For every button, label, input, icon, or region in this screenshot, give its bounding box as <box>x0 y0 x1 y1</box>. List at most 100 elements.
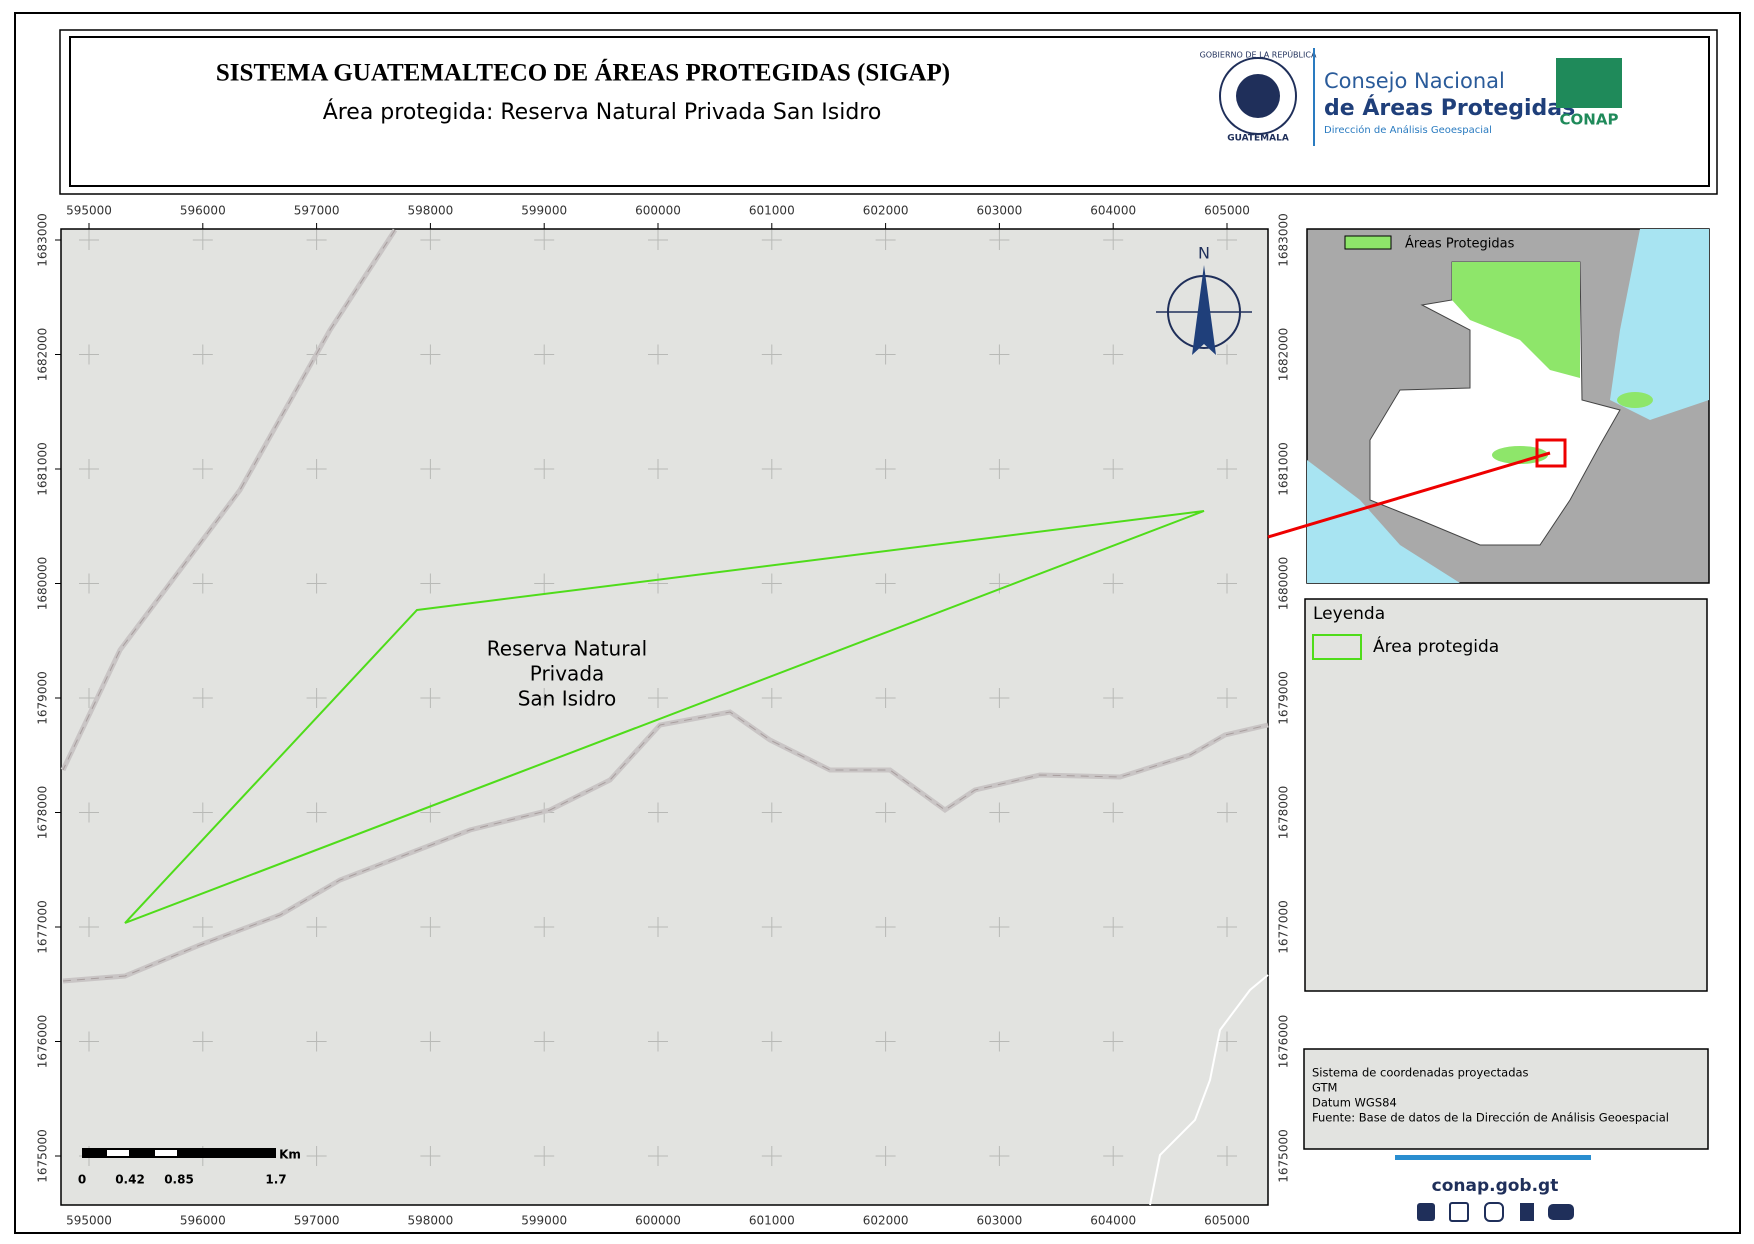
area-label: San Isidro <box>518 687 617 711</box>
grid-cross <box>989 1031 1010 1052</box>
north-arrow <box>1192 265 1216 355</box>
grid-cross <box>875 917 896 937</box>
y-tick-label: 1681000 <box>1277 442 1291 495</box>
page-border <box>14 12 1741 1234</box>
grid-cross <box>761 344 782 365</box>
x-tick-label: 597000 <box>294 1214 340 1228</box>
grid-cross <box>1103 1031 1124 1052</box>
grid-cross <box>1217 802 1237 823</box>
north-label: N <box>1198 244 1210 263</box>
y-tick-label: 1683000 <box>1277 213 1291 266</box>
grid-cross <box>192 688 213 708</box>
grid-cross <box>875 459 896 479</box>
grid-cross <box>192 802 213 823</box>
grid-cross <box>79 802 99 823</box>
grid-cross <box>1217 573 1237 594</box>
grid-cross <box>1103 573 1124 594</box>
x-tick-label: 595000 <box>66 1214 112 1228</box>
grid-cross <box>534 230 555 250</box>
grid-cross <box>1103 802 1124 823</box>
legend-box <box>1304 598 1708 992</box>
footer-bar <box>1395 1155 1591 1160</box>
grid-cross <box>420 459 441 479</box>
grid-cross <box>534 917 555 937</box>
grid-cross <box>79 459 99 479</box>
grid-cross <box>306 1146 327 1166</box>
grid-cross <box>1103 688 1124 708</box>
org-line1: Consejo Nacional <box>1324 69 1505 93</box>
grid-cross <box>989 344 1010 365</box>
grid-cross <box>306 802 327 823</box>
grid-cross <box>420 230 441 250</box>
legend-item: Área protegida <box>1373 635 1499 657</box>
y-tick-label: 1679000 <box>1277 671 1291 724</box>
grid-cross <box>1217 459 1237 479</box>
grid-cross <box>79 230 99 250</box>
x-tick-label: 596000 <box>180 204 226 218</box>
protected-area <box>124 510 1205 924</box>
seal-emblem <box>1236 74 1280 118</box>
grid-cross <box>79 917 99 937</box>
y-tick-label: 1677000 <box>36 900 50 953</box>
seal <box>1219 57 1297 135</box>
x-tick-label: 603000 <box>976 204 1022 218</box>
grid-cross <box>1103 230 1124 250</box>
grid-cross <box>306 917 327 937</box>
grid-cross <box>306 573 327 594</box>
grid-cross <box>761 573 782 594</box>
inset-protected <box>1492 446 1548 464</box>
legend-title: Leyenda <box>1313 604 1385 624</box>
y-tick-label: 1677000 <box>1277 900 1291 953</box>
grid-cross <box>648 917 668 937</box>
grid-cross <box>192 459 213 479</box>
grid-cross <box>1103 459 1124 479</box>
grid-cross <box>420 917 441 937</box>
grid-cross <box>648 1031 668 1052</box>
river <box>1149 974 1269 1206</box>
y-tick-label: 1678000 <box>36 786 50 839</box>
area-label: Privada <box>530 662 605 686</box>
grid-cross <box>875 802 896 823</box>
x-tick-label: 602000 <box>863 204 909 218</box>
scale-label: 0.42 <box>115 1173 145 1187</box>
grid-cross <box>534 688 555 708</box>
grid-cross <box>648 573 668 594</box>
info-line: Fuente: Base de datos de la Dirección de… <box>1312 1111 1669 1125</box>
org-line2: de Áreas Protegidas <box>1324 95 1575 121</box>
grid-cross <box>761 459 782 479</box>
y-tick-label: 1676000 <box>1277 1015 1291 1068</box>
info-box <box>1303 1048 1709 1150</box>
x-tick-label: 595000 <box>66 204 112 218</box>
y-tick-label: 1676000 <box>36 1015 50 1068</box>
x-tick-label: 601000 <box>749 1214 795 1228</box>
grid-cross <box>875 230 896 250</box>
grid-cross <box>420 344 441 365</box>
seal-bottom: GUATEMALA <box>1227 134 1289 144</box>
scale-seg <box>155 1150 177 1156</box>
x-tick-label: 605000 <box>1204 204 1250 218</box>
legend-swatch <box>1312 634 1362 660</box>
grid-cross <box>761 1146 782 1166</box>
extent-pointer <box>1267 451 1551 539</box>
grid-cross <box>989 459 1010 479</box>
grid-cross <box>1217 688 1237 708</box>
grid-cross <box>1217 230 1237 250</box>
grid-cross <box>761 802 782 823</box>
grid-cross <box>1103 917 1124 937</box>
grid-cross <box>989 802 1010 823</box>
grid-cross <box>420 573 441 594</box>
grid-cross <box>306 459 327 479</box>
y-tick-label: 1675000 <box>36 1129 50 1182</box>
grid-cross <box>79 1031 99 1052</box>
grid-cross <box>1217 1146 1237 1166</box>
x-tick-label: 605000 <box>1204 1214 1250 1228</box>
inset-sea <box>1307 460 1460 583</box>
subtitle: Área protegida: Reserva Natural Privada … <box>323 99 882 125</box>
grid-cross <box>534 459 555 479</box>
grid-cross <box>1103 1146 1124 1166</box>
grid-cross <box>306 230 327 250</box>
x-tick-label: 597000 <box>294 204 340 218</box>
grid-cross <box>192 344 213 365</box>
inset-legend: Áreas Protegidas <box>1405 236 1515 252</box>
title: SISTEMA GUATEMALTECO DE ÁREAS PROTEGIDAS… <box>216 59 950 87</box>
